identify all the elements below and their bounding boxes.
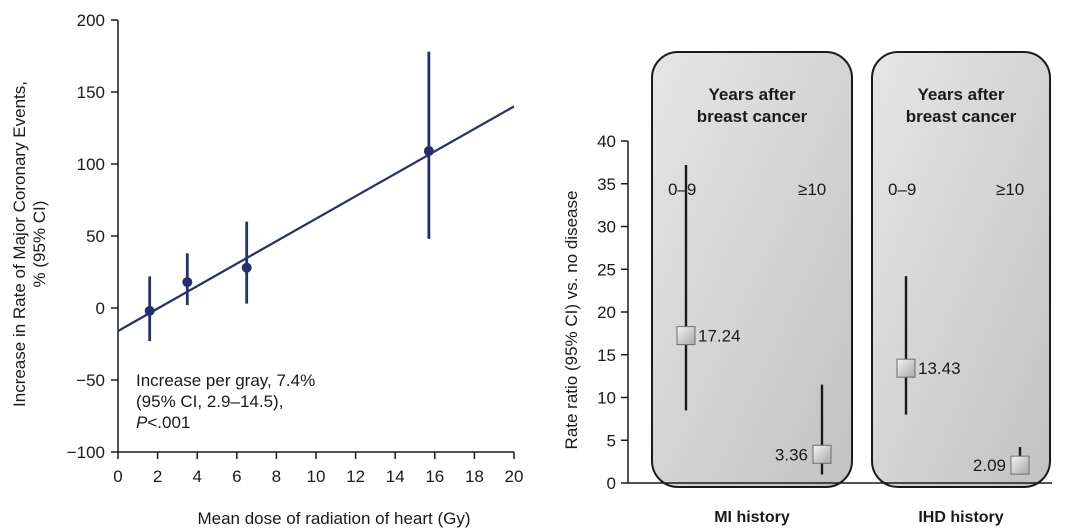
value-label: 2.09 <box>973 456 1006 475</box>
y-tick-label: 0 <box>607 474 616 493</box>
value-label: 13.43 <box>918 359 961 378</box>
left-annotation: Increase per gray, 7.4% (95% CI, 2.9–14.5… <box>136 371 315 432</box>
y-tick-label: 50 <box>86 227 105 246</box>
annotation-line: Increase per gray, 7.4% <box>136 371 315 390</box>
x-tick-label: 18 <box>465 467 484 486</box>
x-tick-label: 8 <box>272 467 281 486</box>
x-tick-label: 6 <box>232 467 241 486</box>
left-x-axis-label: Mean dose of radiation of heart (Gy) <box>197 509 470 528</box>
estimate-marker <box>1010 455 1030 475</box>
y-tick-label: 5 <box>607 431 616 450</box>
y-tick-label: 10 <box>597 389 616 408</box>
left-y-ticks: −100 −50 0 50 100 150 200 <box>67 11 118 462</box>
x-tick-label: 14 <box>386 467 405 486</box>
right-y-ticks: 0 5 10 15 20 25 30 35 40 <box>597 132 628 493</box>
x-tick-label: 20 <box>505 467 524 486</box>
annotation-p-value: P<.001 <box>136 413 190 432</box>
x-tick-label: 16 <box>425 467 444 486</box>
estimate-marker <box>676 326 696 346</box>
panel-title-line: Years after <box>918 85 1005 104</box>
p-value: <.001 <box>147 413 190 432</box>
left-points <box>144 51 434 342</box>
annotation-line: (95% CI, 2.9–14.5), <box>136 392 283 411</box>
right-chart: Rate ratio (95% CI) vs. no disease Years… <box>562 51 1052 526</box>
value-label: 17.24 <box>698 327 741 346</box>
p-symbol: P <box>136 413 148 432</box>
y-tick-label: 25 <box>597 260 616 279</box>
y-tick-label: 100 <box>77 155 105 174</box>
category-label: ≥10 <box>996 180 1024 199</box>
y-tick-label: 20 <box>597 303 616 322</box>
y-tick-label: 150 <box>77 83 105 102</box>
group-label: MI history <box>714 509 790 526</box>
left-chart: Increase in Rate of Major Coronary Event… <box>10 11 523 528</box>
y-tick-label: 30 <box>597 218 616 237</box>
category-label: 0–9 <box>888 180 916 199</box>
panel-box <box>871 51 1051 488</box>
group-label: IHD history <box>918 509 1003 526</box>
panel-title-line: Years after <box>709 85 796 104</box>
y-tick-label: 15 <box>597 346 616 365</box>
category-label: ≥10 <box>798 180 826 199</box>
panel-title-line: breast cancer <box>906 107 1017 126</box>
category-label: 0–9 <box>668 180 696 199</box>
y-axis-label-line: % (95% CI) <box>30 201 49 288</box>
right-y-axis-label: Rate ratio (95% CI) vs. no disease <box>562 191 581 450</box>
panel-box <box>651 51 853 488</box>
x-tick-label: 0 <box>113 467 122 486</box>
left-x-ticks: 0 2 4 6 8 10 12 14 16 18 20 <box>113 452 523 486</box>
estimate-marker <box>812 444 832 464</box>
data-point <box>241 262 252 273</box>
y-tick-label: 0 <box>96 299 105 318</box>
x-tick-label: 10 <box>307 467 326 486</box>
y-tick-label: 40 <box>597 132 616 151</box>
x-tick-label: 2 <box>153 467 162 486</box>
y-tick-label: 35 <box>597 175 616 194</box>
y-axis-label-line: Increase in Rate of Major Coronary Event… <box>10 81 29 407</box>
y-tick-label: −100 <box>67 443 105 462</box>
data-point <box>144 305 155 316</box>
y-tick-label: 200 <box>77 11 105 30</box>
right-panels: Years after breast cancer 0–9 ≥10 MI history… <box>651 51 1051 526</box>
x-tick-label: 4 <box>192 467 201 486</box>
y-tick-label: −50 <box>76 371 105 390</box>
data-point <box>423 146 434 157</box>
value-label: 3.36 <box>775 445 808 464</box>
fit-line <box>117 105 515 332</box>
estimate-marker <box>896 358 916 378</box>
panel-title-line: breast cancer <box>697 107 808 126</box>
left-y-axis-label: Increase in Rate of Major Coronary Event… <box>10 81 49 407</box>
data-point <box>182 277 193 288</box>
right-points: 17.24 3.36 13.43 2.09 <box>676 164 1030 475</box>
x-tick-label: 12 <box>346 467 365 486</box>
